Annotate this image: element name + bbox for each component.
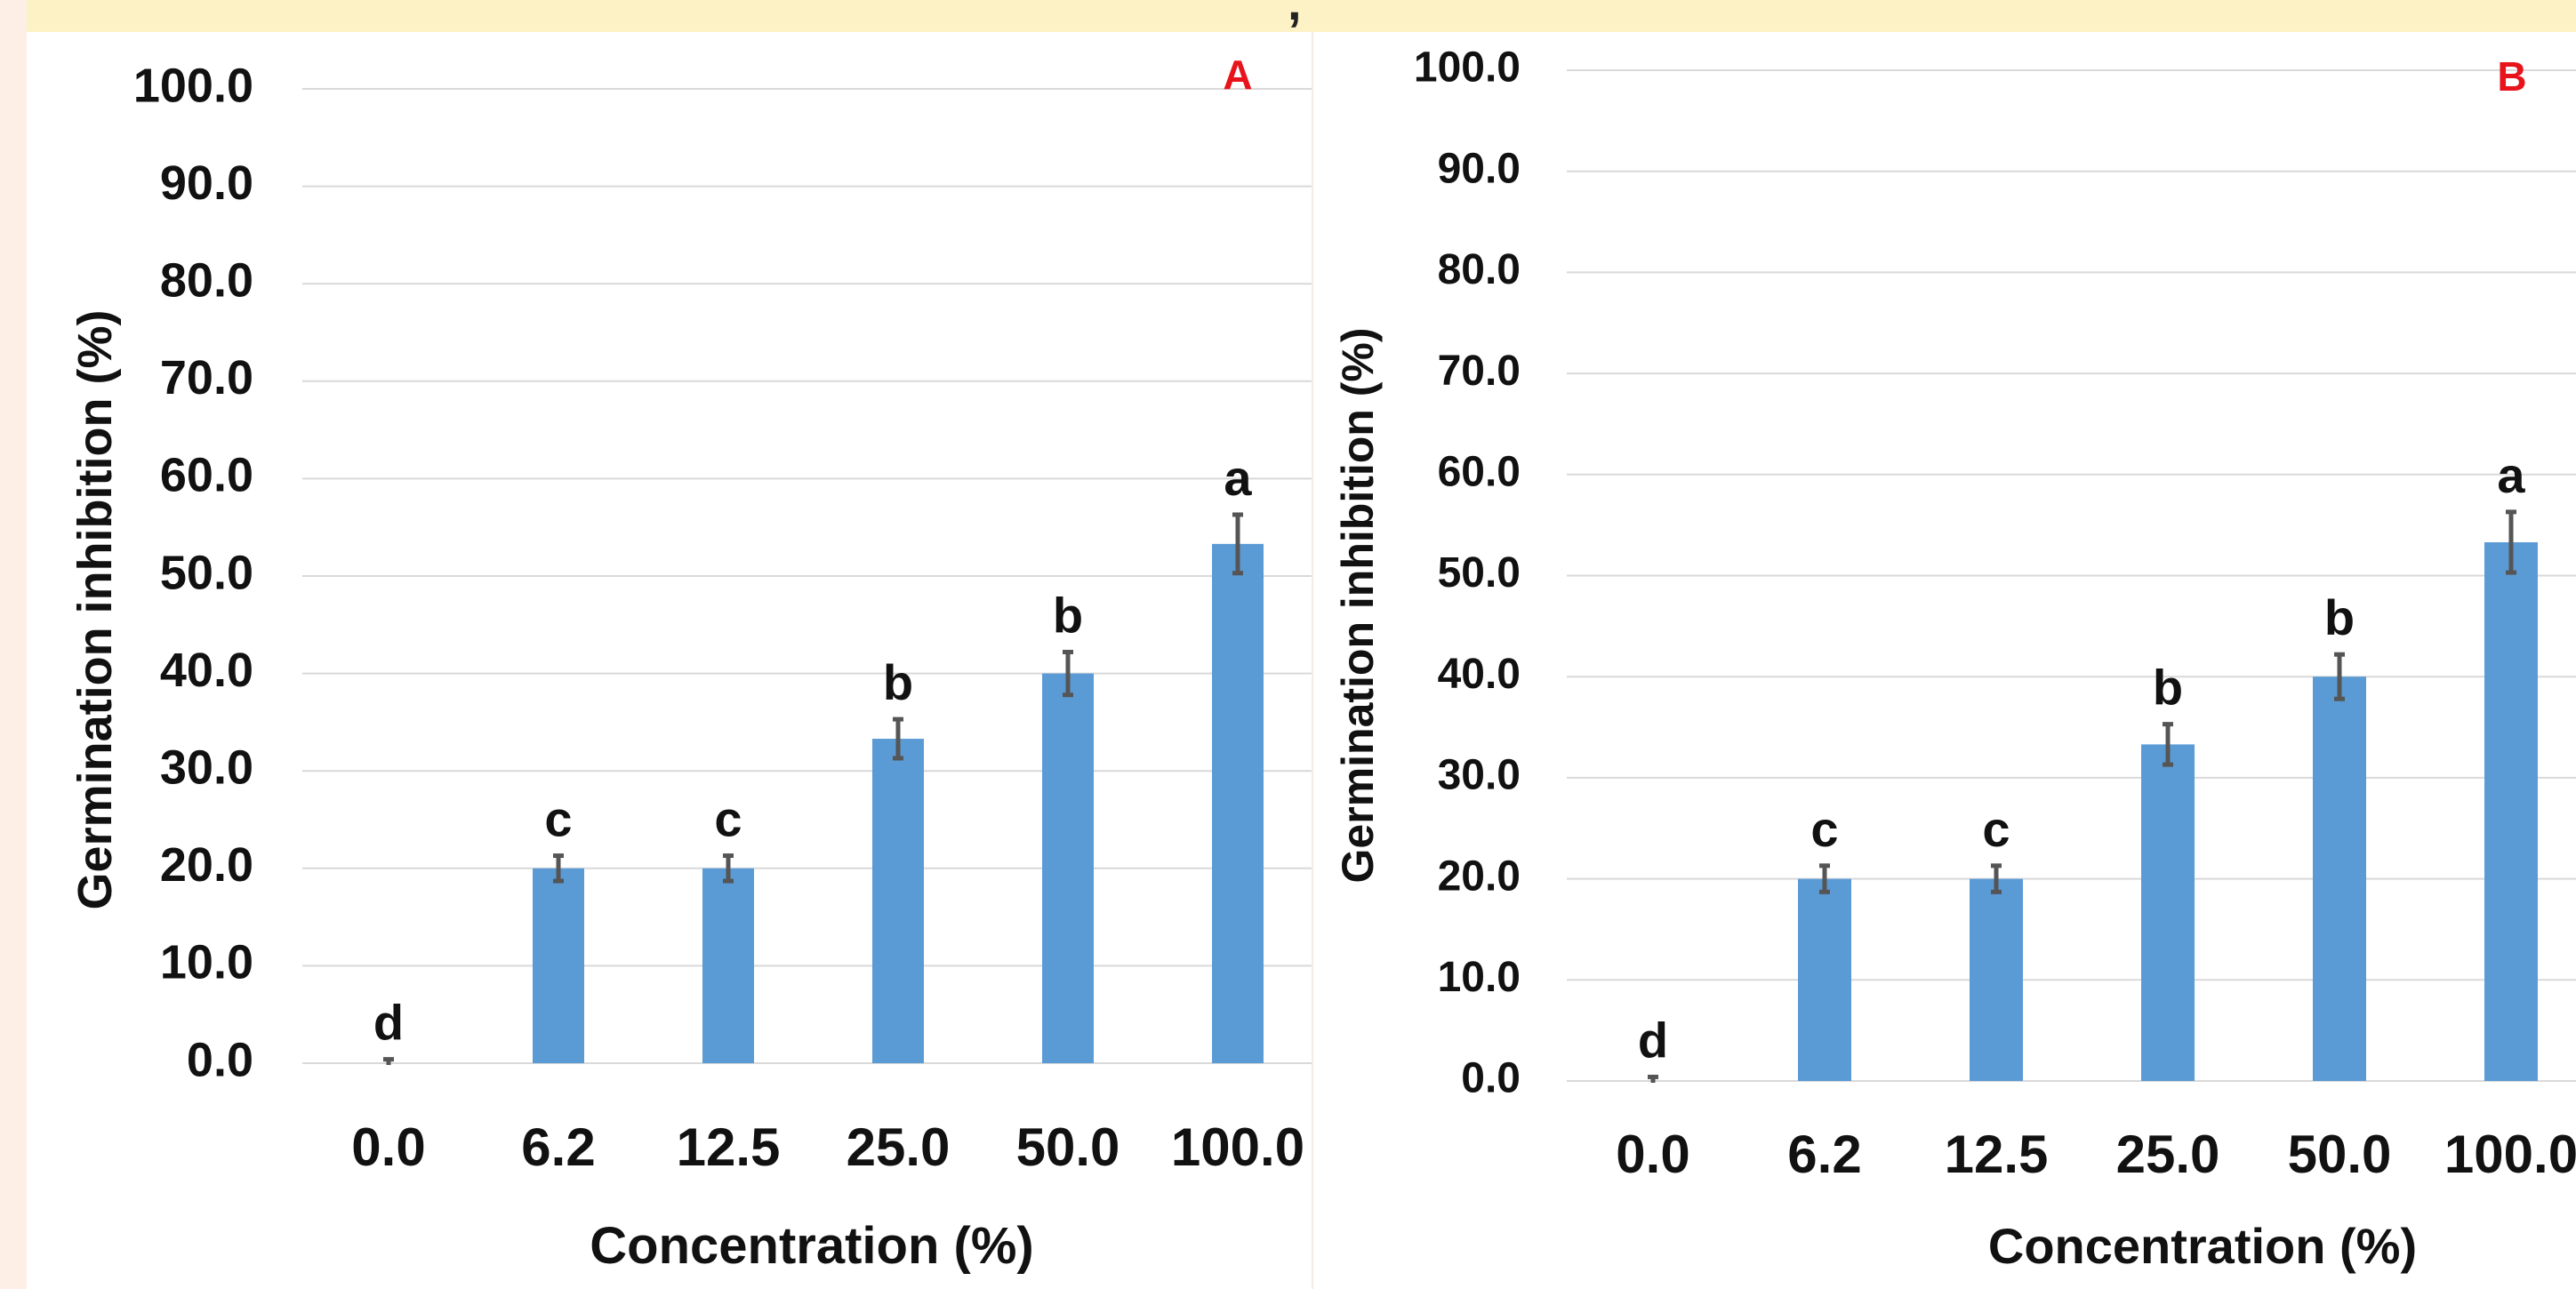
x-tick-label-b: 6.2 [1787,1125,1861,1184]
bar-chart-b: 0.0 10.0 20.0 30.0 40.0 50.0 60.0 70.0 80.0 90.0 1… [1333,44,2576,1274]
y-tick-label-a: 90.0 [160,156,253,210]
significance-letter-b: d [1638,1012,1668,1068]
bar-b [1970,878,2023,1081]
x-tick-label-a: 100.0 [1171,1117,1304,1177]
significance-letter-b: a [2497,447,2525,503]
x-tick-label-b: 50.0 [2288,1125,2392,1184]
y-tick-label-a: 50.0 [160,546,253,599]
x-tick-label-a: 25.0 [847,1117,951,1177]
y-tick-label-b: 50.0 [1438,549,1521,596]
bar-a [872,739,924,1063]
x-tick-label-b: 0.0 [1616,1125,1689,1184]
bar-b [2484,541,2538,1081]
panel-label-a: A [1223,52,1252,98]
x-tick-label-b: 100.0 [2444,1125,2576,1184]
x-tick-label-a: 6.2 [521,1117,595,1177]
x-tick-label-a: 12.5 [677,1117,781,1177]
y-tick-label-b: 70.0 [1438,348,1521,395]
bar-chart-a: 0.0 10.0 20.0 30.0 40.0 50.0 60.0 70.0 80.0 90.0 1… [68,52,1312,1275]
y-tick-label-a: 80.0 [160,253,253,307]
y-tick-label-a: 70.0 [160,351,253,404]
bar-a [1042,673,1094,1063]
significance-letter-a: c [714,791,742,847]
chart-panel-b: 0.0 10.0 20.0 30.0 40.0 50.0 60.0 70.0 80.0 90.0 1… [1312,32,2576,1289]
panel-label-b: B [2497,53,2526,100]
x-axis-title-b: Concentration (%) [1988,1218,2417,1274]
y-tick-label-a: 20.0 [160,838,253,892]
bar-b [1798,878,1851,1081]
significance-letter-b: b [2153,660,2183,716]
y-axis-title-b: Germination inhibition (%) [1333,328,1383,884]
bar-b [2313,677,2366,1081]
significance-letter-b: c [1982,801,2010,857]
y-tick-label-b: 100.0 [1414,44,1521,92]
significance-letter-a: c [544,791,572,847]
x-tick-label-a: 0.0 [351,1117,425,1177]
y-tick-label-a: 60.0 [160,449,253,502]
bar-a [1212,543,1264,1063]
y-tick-label-b: 30.0 [1438,752,1521,799]
bar-a [533,868,584,1063]
bar-a [702,868,754,1063]
significance-letter-a: a [1224,450,1252,506]
y-tick-label-a: 100.0 [133,59,253,112]
x-tick-label-b: 12.5 [1945,1125,2049,1184]
x-axis-title-a: Concentration (%) [590,1217,1033,1275]
y-tick-label-b: 90.0 [1438,145,1521,192]
y-tick-label-a: 30.0 [160,741,253,794]
y-tick-label-b: 20.0 [1438,853,1521,900]
y-tick-label-a: 10.0 [160,936,253,989]
significance-letter-a: b [1053,587,1083,643]
y-tick-label-b: 60.0 [1438,448,1521,495]
y-tick-label-a: 40.0 [160,644,253,697]
significance-letter-b: b [2324,589,2355,645]
x-tick-label-b: 25.0 [2116,1125,2220,1184]
significance-letter-a: d [373,995,404,1051]
y-tick-label-b: 0.0 [1461,1055,1521,1102]
y-tick-label-a: 0.0 [187,1033,253,1086]
top-banner: , [27,0,2576,32]
bar-b [2141,744,2195,1081]
banner-text: , [1287,0,1316,30]
x-tick-label-a: 50.0 [1016,1117,1120,1177]
y-axis-title-a: Germination inhibition (%) [68,310,122,910]
y-tick-label-b: 40.0 [1438,651,1521,698]
y-tick-label-b: 10.0 [1438,954,1521,1001]
chart-panel-a: 0.0 10.0 20.0 30.0 40.0 50.0 60.0 70.0 80.0 90.0 1… [27,32,1312,1289]
y-tick-label-b: 80.0 [1438,246,1521,293]
significance-letter-b: c [1810,801,1838,857]
significance-letter-a: b [883,654,913,710]
